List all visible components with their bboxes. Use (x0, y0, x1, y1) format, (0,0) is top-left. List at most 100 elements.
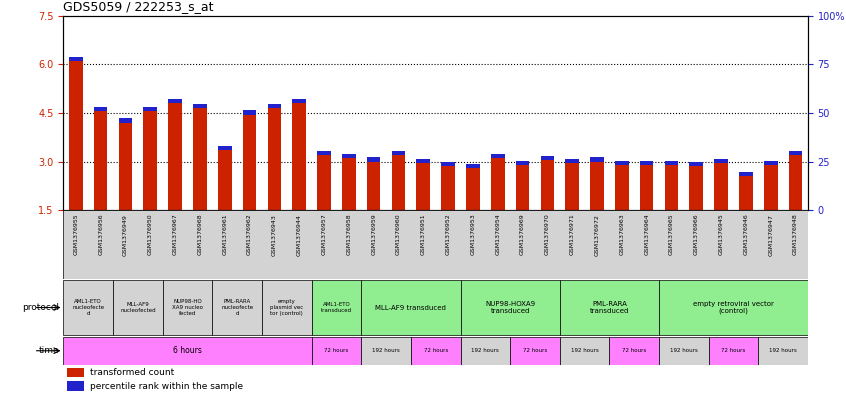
Bar (342, 158, 355, 210)
Bar (243, 115, 256, 210)
Text: GSM1376952: GSM1376952 (446, 214, 451, 255)
Bar (212, 280, 262, 335)
Bar (162, 280, 212, 335)
Bar (714, 159, 728, 163)
Bar (392, 155, 405, 210)
Text: 192 hours: 192 hours (571, 348, 598, 353)
Text: GSM1376947: GSM1376947 (768, 214, 773, 255)
Bar (218, 146, 232, 150)
Text: GSM1376963: GSM1376963 (619, 214, 624, 255)
Bar (243, 110, 256, 115)
Bar (689, 162, 703, 167)
Text: 192 hours: 192 hours (769, 348, 797, 353)
Text: AML1-ETO
transduced: AML1-ETO transduced (321, 302, 352, 313)
Text: GSM1376944: GSM1376944 (297, 214, 302, 255)
Text: GSM1376951: GSM1376951 (420, 214, 426, 255)
Text: PML-RARA
transduced: PML-RARA transduced (590, 301, 629, 314)
Bar (293, 103, 306, 210)
Bar (293, 99, 306, 103)
Bar (541, 160, 554, 210)
Bar (665, 165, 678, 210)
Text: 72 hours: 72 hours (622, 348, 646, 353)
Bar (63, 336, 311, 365)
Text: 192 hours: 192 hours (372, 348, 400, 353)
Text: GSM1376959: GSM1376959 (371, 214, 376, 255)
Bar (491, 158, 504, 210)
Text: GDS5059 / 222253_s_at: GDS5059 / 222253_s_at (63, 0, 214, 13)
Bar (714, 163, 728, 210)
Bar (144, 107, 157, 111)
Text: GSM1376958: GSM1376958 (346, 214, 351, 255)
Bar (63, 280, 113, 335)
Bar (367, 162, 381, 210)
Bar (709, 336, 758, 365)
Text: GSM1376955: GSM1376955 (74, 214, 79, 255)
Bar (609, 336, 659, 365)
Bar (168, 99, 182, 103)
Text: 72 hours: 72 hours (324, 348, 349, 353)
Bar (758, 336, 808, 365)
Bar (788, 151, 802, 155)
Bar (466, 164, 480, 168)
Bar (218, 150, 232, 210)
Bar (615, 165, 629, 210)
Bar (67, 368, 84, 377)
Text: empty retroviral vector
(control): empty retroviral vector (control) (693, 301, 774, 314)
Text: MLL-AF9 transduced: MLL-AF9 transduced (376, 305, 447, 310)
Bar (739, 176, 753, 210)
Bar (541, 156, 554, 160)
Bar (113, 280, 162, 335)
Bar (67, 382, 84, 391)
Text: GSM1376971: GSM1376971 (569, 214, 574, 255)
Text: 72 hours: 72 hours (424, 348, 448, 353)
Bar (361, 336, 411, 365)
Bar (689, 167, 703, 210)
Text: AML1-ETO
nucleofecte
d: AML1-ETO nucleofecte d (72, 299, 104, 316)
Bar (764, 161, 777, 165)
Bar (491, 154, 504, 158)
Text: GSM1376943: GSM1376943 (272, 214, 277, 255)
Bar (118, 123, 132, 210)
Bar (168, 103, 182, 210)
Text: GSM1376953: GSM1376953 (470, 214, 475, 255)
Text: GSM1376945: GSM1376945 (718, 214, 723, 255)
Bar (764, 165, 777, 210)
Bar (69, 61, 83, 210)
Bar (411, 336, 460, 365)
Bar (416, 163, 430, 210)
Bar (317, 151, 331, 155)
Bar (460, 280, 560, 335)
Bar (118, 119, 132, 123)
Text: time: time (39, 346, 59, 355)
Text: GSM1376961: GSM1376961 (222, 214, 228, 255)
Text: 6 hours: 6 hours (173, 346, 202, 355)
Bar (69, 57, 83, 61)
Bar (193, 108, 206, 210)
Text: GSM1376946: GSM1376946 (744, 214, 749, 255)
Bar (94, 107, 107, 111)
Text: empty
plasmid vec
tor (control): empty plasmid vec tor (control) (270, 299, 304, 316)
Text: GSM1376950: GSM1376950 (148, 214, 153, 255)
Bar (516, 165, 530, 210)
Text: PML-RARA
nucleofecte
d: PML-RARA nucleofecte d (221, 299, 253, 316)
Bar (466, 168, 480, 210)
Bar (591, 158, 604, 162)
Text: GSM1376964: GSM1376964 (644, 214, 649, 255)
Bar (560, 336, 609, 365)
Bar (193, 104, 206, 108)
Text: GSM1376970: GSM1376970 (545, 214, 550, 255)
Text: GSM1376966: GSM1376966 (694, 214, 699, 255)
Text: NUP98-HOXA9
transduced: NUP98-HOXA9 transduced (485, 301, 536, 314)
Bar (615, 161, 629, 165)
Bar (739, 172, 753, 176)
Text: 192 hours: 192 hours (471, 348, 499, 353)
Bar (311, 336, 361, 365)
Text: NUP98-HO
XA9 nucleo
fected: NUP98-HO XA9 nucleo fected (172, 299, 203, 316)
Bar (267, 104, 281, 108)
Text: GSM1376969: GSM1376969 (520, 214, 525, 255)
Bar (317, 155, 331, 210)
Text: GSM1376972: GSM1376972 (595, 214, 600, 255)
Bar (565, 163, 579, 210)
Text: MLL-AF9
nucleofected: MLL-AF9 nucleofected (120, 302, 156, 313)
Text: transformed count: transformed count (90, 368, 173, 377)
